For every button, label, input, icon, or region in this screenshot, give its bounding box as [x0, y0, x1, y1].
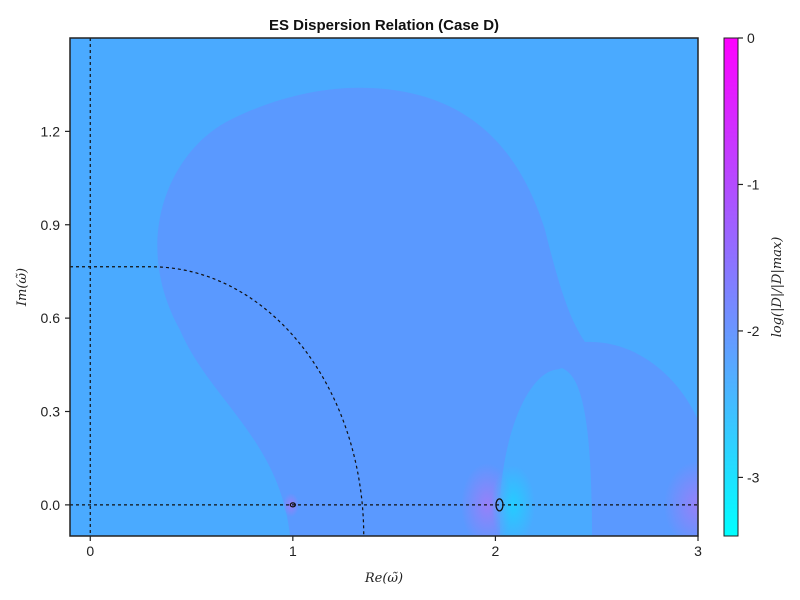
heatmap-lobe-region	[157, 87, 698, 536]
x-tick-label: 2	[492, 543, 500, 559]
zero-contours	[289, 498, 504, 512]
plot-frame	[69, 37, 699, 537]
colorbar-ticks: 0 -1 -2 -3	[738, 30, 760, 485]
colorbar-label: log(|D|/|D|max)	[770, 237, 785, 338]
x-axis-ticks: 0 1 2 3	[86, 536, 702, 559]
y-tick-label: 1.2	[41, 123, 61, 139]
reference-quarter-ellipse	[70, 266, 365, 536]
plot-area: 0 1 2 3 0.0 0.3 0.6 0.9 1.2 Re(ω̃) Im(ω̃)	[15, 37, 702, 586]
y-tick-label: 0.9	[41, 217, 61, 233]
colorbar: 0 -1 -2 -3 log(|D|/|D|max)	[723, 30, 785, 537]
colorbar-tick-label: -1	[747, 176, 760, 192]
x-axis-label: Re(ω̃)	[364, 571, 403, 586]
cyan-spot	[491, 465, 535, 536]
chart-title: ES Dispersion Relation (Case D)	[269, 17, 499, 34]
colorbar-tick-label: 0	[747, 30, 755, 46]
colorbar-tick-label: -2	[747, 323, 760, 339]
y-tick-label: 0.3	[41, 404, 61, 420]
zero-contour	[495, 498, 504, 512]
y-tick-label: 0.6	[41, 310, 61, 326]
y-axis-ticks: 0.0 0.3 0.6 0.9 1.2	[41, 123, 70, 513]
y-tick-label: 0.0	[41, 497, 61, 513]
x-tick-label: 1	[289, 543, 297, 559]
x-tick-label: 3	[694, 543, 702, 559]
zero-contour	[289, 502, 296, 508]
magenta-spot-right	[664, 461, 698, 536]
y-axis-label: Im(ω̃)	[15, 268, 30, 307]
magenta-spot-small	[283, 493, 299, 517]
colorbar-tick-label: -3	[747, 469, 760, 485]
colorbar-gradient	[723, 37, 739, 537]
x-tick-label: 0	[86, 543, 94, 559]
